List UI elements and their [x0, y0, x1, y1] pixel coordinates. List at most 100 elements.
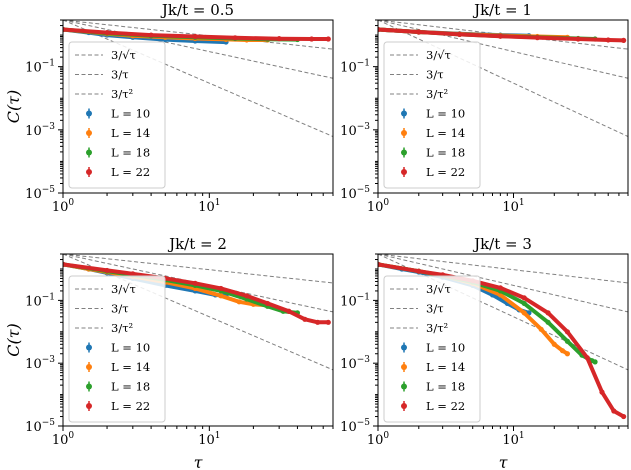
- x-tick-label-base: 10: [367, 433, 384, 448]
- ticks: [58, 19, 334, 198]
- data-point: [538, 326, 544, 332]
- x-tick-label-base: 10: [198, 200, 215, 215]
- data-point: [551, 341, 557, 347]
- legend-label: 3/√τ: [426, 48, 451, 62]
- y-tick-label: 10−3: [25, 355, 55, 372]
- y-tick-label: 10−5: [25, 418, 55, 435]
- legend-label: 3/√τ: [111, 282, 136, 296]
- data-point: [325, 36, 331, 42]
- data-point: [521, 300, 527, 307]
- legend-label: L = 22: [426, 399, 465, 413]
- x-tick-label-base: 10: [198, 433, 215, 448]
- y-tick-label-base: 10: [25, 187, 42, 202]
- y-tick-label: 10−5: [340, 185, 370, 202]
- legend-marker: [401, 344, 407, 351]
- data-point: [302, 316, 308, 322]
- x-tick-label-exponent: 0: [68, 431, 74, 441]
- data-point: [521, 295, 527, 301]
- legend-label: 3/τ: [426, 302, 444, 316]
- series-line: [63, 27, 331, 41]
- data-point: [130, 271, 136, 277]
- y-tick-label: 10−1: [340, 292, 370, 309]
- y-tick-label-exponent: −3: [357, 355, 371, 365]
- x-tick-label-base: 10: [52, 433, 69, 448]
- legend-label: L = 18: [111, 146, 150, 160]
- legend-label: 3/τ²: [111, 87, 133, 101]
- legend-label: L = 14: [111, 360, 150, 374]
- legend-box: [383, 41, 481, 189]
- y-tick-label: 10−3: [340, 355, 370, 372]
- data-point: [416, 29, 422, 35]
- reference-line-1: [378, 254, 628, 284]
- y-tick-label-base: 10: [340, 294, 357, 309]
- reference-line-3: [63, 20, 333, 138]
- data-point: [276, 36, 282, 42]
- x-tick-label-exponent: 0: [383, 198, 389, 208]
- legend-label: L = 10: [426, 107, 465, 121]
- legend-label: L = 10: [111, 107, 150, 121]
- x-tick-label-base: 10: [52, 200, 69, 215]
- y-tick-label: 10−1: [25, 59, 55, 76]
- y-tick-label-exponent: −1: [42, 292, 55, 302]
- legend-marker: [401, 130, 407, 136]
- legend-label: 3/√τ: [426, 282, 451, 296]
- x-axis-label: τ: [499, 453, 509, 470]
- y-tick-label-exponent: −5: [357, 185, 371, 195]
- data-point: [148, 32, 154, 38]
- legend-label: L = 18: [111, 380, 150, 394]
- legend-marker: [401, 149, 407, 156]
- x-tick-label: 101: [198, 198, 220, 215]
- legend-label: 3/τ²: [426, 87, 448, 101]
- data-point: [575, 36, 581, 42]
- legend-marker: [401, 169, 407, 175]
- x-tick-label-base: 10: [367, 200, 384, 215]
- y-axis-label: C(τ): [4, 323, 23, 357]
- legend-marker: [86, 383, 92, 390]
- x-tick-label-exponent: 0: [383, 431, 389, 441]
- y-axis-label: C(τ): [4, 90, 23, 124]
- y-tick-label-exponent: −1: [42, 59, 55, 69]
- series-line: [378, 262, 626, 419]
- y-tick-label-exponent: −1: [357, 59, 370, 69]
- y-tick-label-exponent: −5: [357, 418, 371, 428]
- data-point: [192, 280, 198, 286]
- series-line: [378, 27, 626, 43]
- legend-label: L = 22: [426, 165, 465, 179]
- y-tick-label-base: 10: [25, 420, 42, 435]
- y-tick-label-base: 10: [340, 124, 357, 139]
- panel-title: Jk/t = 3: [472, 235, 532, 253]
- data-point: [605, 37, 611, 43]
- x-tick-label: 100: [367, 198, 390, 215]
- data-point: [456, 31, 463, 38]
- data-point: [592, 359, 598, 365]
- reference-lines: [63, 20, 333, 138]
- x-tick-label-base: 10: [502, 433, 519, 448]
- legend-label: L = 14: [426, 360, 465, 374]
- ticks: [373, 253, 629, 431]
- data-point: [559, 348, 566, 354]
- data-point: [309, 36, 315, 42]
- y-tick-label-exponent: −1: [357, 292, 370, 302]
- y-tick-label-base: 10: [340, 357, 357, 372]
- data-point: [104, 267, 110, 274]
- data-point: [378, 261, 381, 267]
- legend: 3/√τ 3/τ 3/τ² L = 10 L = 14 L = 18 L = 22: [68, 275, 166, 423]
- legend-box: [68, 275, 166, 423]
- y-tick-label-base: 10: [25, 294, 42, 309]
- data-point: [497, 285, 503, 291]
- x-tick-label: 100: [52, 198, 75, 215]
- y-tick-label: 10−1: [340, 59, 370, 76]
- data-point: [286, 308, 292, 314]
- legend-box: [68, 41, 166, 189]
- reference-line-3: [378, 20, 628, 138]
- panel-title: Jk/t = 1: [472, 1, 532, 19]
- legend: 3/√τ 3/τ 3/τ² L = 10 L = 14 L = 18 L = 22: [383, 275, 481, 423]
- y-tick-label: 10−5: [25, 185, 55, 202]
- legend-label: 3/τ²: [426, 321, 448, 335]
- y-tick-label-exponent: −3: [42, 122, 56, 132]
- legend: 3/√τ 3/τ 3/τ² L = 10 L = 14 L = 18 L = 22: [68, 41, 166, 189]
